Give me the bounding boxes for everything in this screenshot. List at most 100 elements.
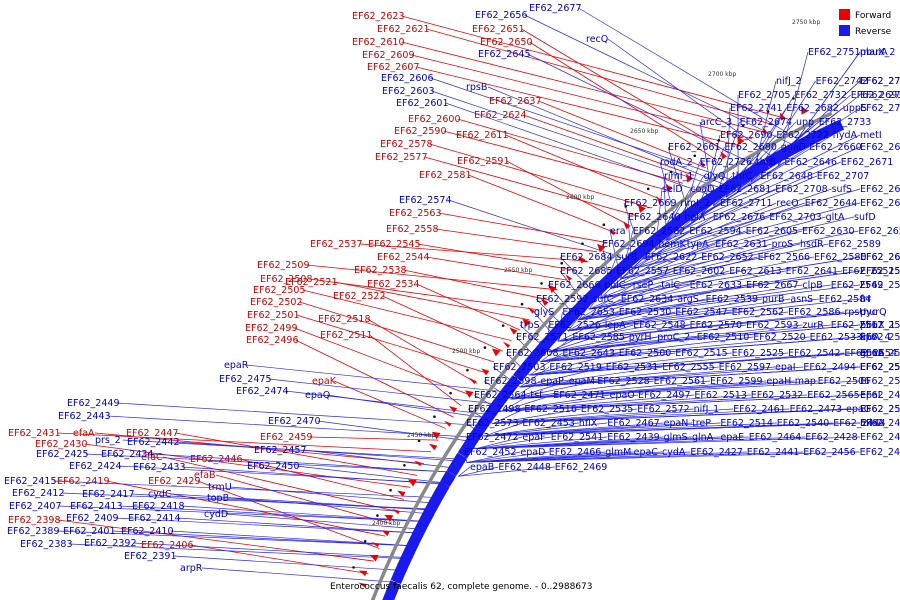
ruler-label: 2700 kbp: [708, 71, 736, 78]
forward-feature: [685, 173, 694, 183]
reverse-label: EF62_2613: [729, 266, 781, 277]
forward-label: EF62_2578: [380, 139, 432, 150]
forward-label: EF62_2534: [367, 279, 419, 290]
reverse-label: EF62_2740: [860, 76, 900, 87]
reverse-leader: [701, 134, 861, 215]
reverse-label: EF62_2726: [700, 157, 752, 168]
reverse-feature: [640, 242, 651, 254]
marker-feature: [669, 170, 673, 174]
reverse-leader: [225, 513, 427, 530]
reverse-leader: [578, 284, 690, 321]
reverse-feature: [560, 316, 573, 328]
reverse-label: EF62_2513: [694, 390, 746, 401]
reverse-label: era: [610, 226, 626, 237]
reverse-label: clpB: [802, 280, 822, 291]
backbone: [370, 111, 833, 600]
forward-feature: [522, 318, 531, 327]
reverse-feature: [565, 311, 577, 322]
reverse-leader: [170, 530, 419, 547]
reverse-label: EF62_2593: [746, 320, 798, 331]
reverse-leader: [228, 497, 435, 515]
reverse-feature: [643, 240, 653, 251]
forward-leader: [367, 318, 478, 384]
ruler-label: 2500 kbp: [452, 348, 480, 355]
reverse-leader: [549, 324, 634, 353]
reverse-leader: [589, 270, 843, 310]
reverse-feature: [693, 202, 703, 214]
forward-label: EF62_2600: [408, 114, 460, 125]
reverse-label: EF62_2722: [776, 130, 828, 141]
reverse-leader: [501, 394, 554, 412]
forward-label: EF62_2609: [362, 50, 414, 61]
forward-leader: [424, 156, 640, 217]
ruler-label: 2450 kbp: [407, 432, 435, 439]
forward-label: EF62_2502: [250, 297, 302, 308]
reverse-label: EF62_2506: [818, 376, 870, 387]
reverse-feature: [652, 232, 663, 244]
reverse-leader: [529, 352, 676, 376]
reverse-label: EF62_2690: [720, 130, 772, 141]
reverse-feature: [406, 541, 419, 550]
forward-label: EF62_2610: [352, 37, 404, 48]
reverse-label: EF62_2519: [549, 362, 601, 373]
reverse-label: EF62_2667: [746, 280, 798, 291]
reverse-label: epaG: [846, 404, 871, 415]
reverse-label: EF62_2560: [860, 332, 900, 343]
forward-leader: [506, 160, 629, 226]
forward-leader: [416, 66, 741, 147]
reverse-leader: [296, 465, 452, 485]
reverse-label: EF62_2417: [82, 489, 134, 500]
forward-feature: [779, 112, 786, 121]
reverse-label: zurR: [802, 320, 824, 331]
reverse-feature: [444, 470, 457, 479]
forward-feature: [407, 479, 417, 487]
reverse-label: EF62_2751: [808, 47, 860, 58]
reverse-label: EF62_2632: [860, 252, 900, 263]
reverse-label: thrB: [756, 157, 776, 168]
reverse-label: hflX: [579, 418, 598, 429]
reverse-leader: [578, 284, 747, 321]
reverse-label: EF62_2565: [807, 390, 859, 401]
reverse-leader: [527, 53, 767, 171]
reverse-label: EF62_2671: [841, 157, 893, 168]
forward-label: EF62_2624: [474, 110, 526, 121]
reverse-feature: [649, 235, 660, 247]
reverse-feature: [533, 345, 546, 357]
reverse-leader: [501, 394, 610, 412]
forward-feature: [597, 243, 606, 253]
reverse-feature: [502, 385, 514, 396]
reverse-leader: [691, 146, 861, 222]
reverse-feature: [386, 586, 399, 595]
reverse-feature: [667, 220, 678, 233]
forward-leader: [443, 130, 672, 192]
forward-label: EF62_2637: [489, 96, 541, 107]
reverse-label: EF62_2601: [396, 98, 448, 109]
reverse-label: EF62_2680: [724, 142, 776, 153]
legend: Forward Reverse: [839, 9, 892, 37]
reverse-leader: [510, 380, 541, 400]
reverse-feature: [546, 332, 558, 343]
forward-label: EF62_2499: [245, 323, 297, 334]
reverse-feature: [425, 503, 438, 513]
forward-feature: [665, 183, 673, 192]
reverse-label: EF62_2562: [732, 307, 784, 318]
reverse-label: EF62_2536: [860, 404, 900, 415]
reverse-leader: [578, 284, 662, 321]
reverse-feature: [435, 483, 449, 495]
reverse-label: EF62_2605: [746, 226, 798, 237]
reverse-label: EF62_2427: [690, 447, 742, 458]
forward-feature: [414, 460, 422, 467]
reverse-label: selD: [662, 184, 683, 195]
reverse-label: typA: [687, 239, 709, 250]
marker-feature: [466, 368, 469, 372]
reverse-leader: [69, 543, 413, 560]
reverse-leader: [484, 422, 579, 437]
forward-leader: [435, 228, 598, 253]
reverse-feature: [551, 325, 564, 338]
forward-label: EF62_2496: [246, 335, 298, 346]
forward-label: EF62_2419: [57, 476, 109, 487]
reverse-feature: [456, 452, 467, 462]
marker-feature: [352, 566, 355, 569]
reverse-label: miaA: [860, 418, 885, 429]
reverse-label: lepA: [605, 320, 627, 331]
